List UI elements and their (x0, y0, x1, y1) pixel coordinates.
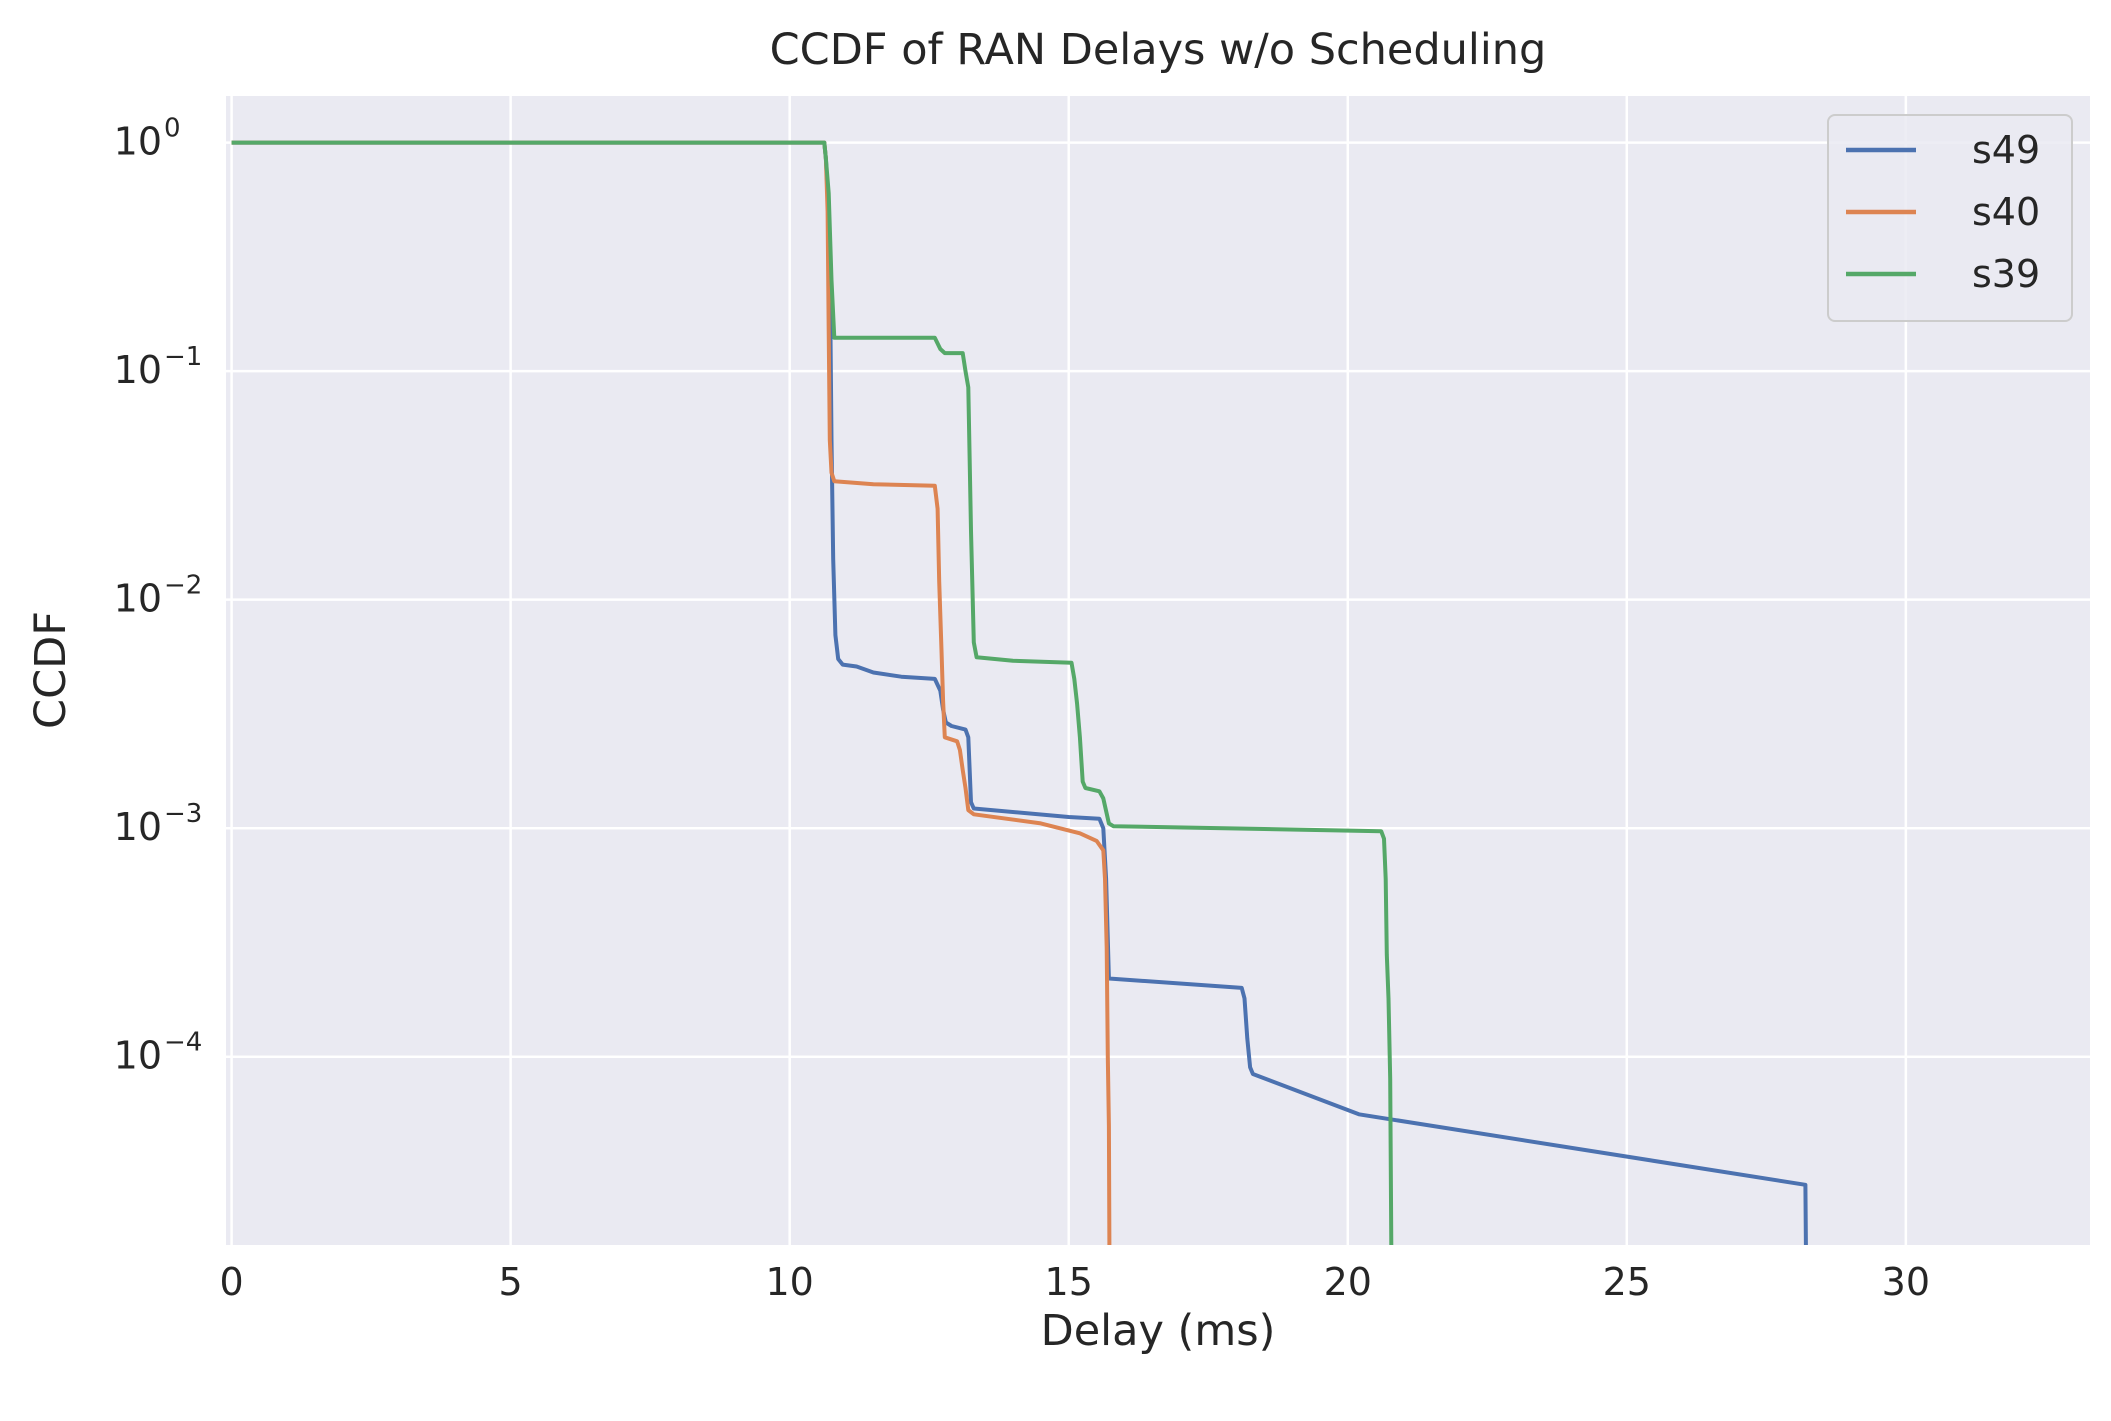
y-tick-base-3: 10 (114, 805, 162, 849)
legend-box (1827, 114, 2073, 322)
plot-background (226, 96, 2090, 1245)
x-tick-label-0: 0 (219, 1260, 243, 1304)
legend: s49 s40 s39 (1827, 114, 2073, 322)
x-tick-label-5: 25 (1603, 1260, 1651, 1304)
x-tick-label-6: 30 (1882, 1260, 1930, 1304)
legend-label-s39: s39 (1972, 252, 2040, 296)
x-axis-label: Delay (ms) (1041, 1306, 1276, 1356)
y-tick-exponent-1: −1 (164, 342, 202, 372)
y-tick-exponent-2: −2 (164, 571, 202, 601)
y-tick-exponent-4: −4 (164, 1028, 202, 1058)
y-tick-exponent-3: −3 (164, 799, 202, 829)
y-tick-base-4: 10 (114, 1034, 162, 1078)
y-tick-base-1: 10 (114, 348, 162, 392)
y-tick-label-2: 10 −2 (114, 571, 203, 621)
series-line-s39 (231, 140, 1394, 1246)
y-tick-label-1: 10 −1 (114, 342, 203, 392)
y-tick-label-4: 10 −4 (114, 1028, 203, 1078)
x-tick-label-1: 5 (499, 1260, 523, 1304)
y-tick-label-3: 10 −3 (114, 799, 203, 849)
chart-title: CCDF of RAN Delays w/o Scheduling (770, 25, 1547, 75)
legend-label-s49: s49 (1972, 128, 2040, 172)
legend-label-s40: s40 (1972, 190, 2040, 234)
x-tick-labels: 0 5 10 15 20 25 30 (219, 1260, 1930, 1304)
grid-lines (226, 96, 2090, 1245)
x-tick-label-4: 20 (1324, 1260, 1372, 1304)
y-tick-base-0: 10 (114, 120, 162, 164)
x-tick-label-2: 10 (765, 1260, 813, 1304)
y-axis-label: CCDF (26, 611, 76, 729)
y-tick-exponent-0: 0 (164, 114, 181, 144)
legend-items: s49 s40 s39 (1846, 128, 2040, 296)
x-tick-label-3: 15 (1045, 1260, 1093, 1304)
series-line-s49 (231, 140, 1808, 1246)
series-line-s40 (231, 140, 1112, 1246)
series-lines (231, 140, 1808, 1246)
y-tick-label-0: 10 0 (114, 114, 181, 164)
y-tick-base-2: 10 (114, 577, 162, 621)
